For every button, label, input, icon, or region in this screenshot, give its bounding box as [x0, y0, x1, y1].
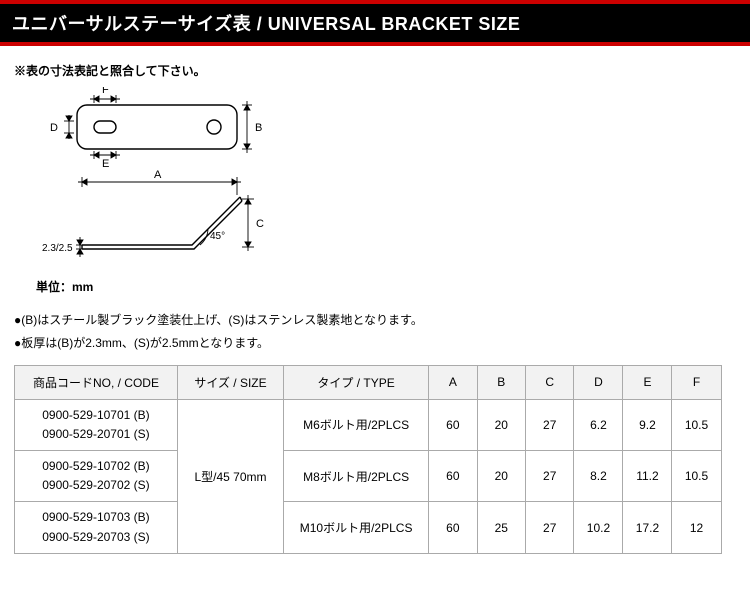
page-title: ユニバーサルステーサイズ表 / UNIVERSAL BRACKET SIZE [0, 4, 750, 42]
th-code: 商品コードNO, / CODE [15, 365, 178, 399]
code-b: 0900-529-10703 (B) [19, 508, 173, 527]
cell-D: 10.2 [574, 502, 623, 553]
cell-A: 60 [429, 450, 477, 501]
code-s: 0900-529-20701 (S) [19, 425, 173, 444]
label-thickness: 2.3/2.5 [42, 243, 73, 254]
label-F: F [102, 87, 109, 96]
cell-C: 27 [526, 399, 574, 450]
table-row: 0900-529-10701 (B) 0900-529-20701 (S) L型… [15, 399, 722, 450]
cell-F: 12 [672, 502, 721, 553]
cell-C: 27 [526, 450, 574, 501]
cell-code: 0900-529-10701 (B) 0900-529-20701 (S) [15, 399, 178, 450]
cell-B: 25 [477, 502, 525, 553]
cell-E: 9.2 [623, 399, 672, 450]
cell-B: 20 [477, 450, 525, 501]
label-D: D [50, 122, 58, 134]
cell-F: 10.5 [672, 399, 721, 450]
cell-D: 8.2 [574, 450, 623, 501]
table-row: 0900-529-10703 (B) 0900-529-20703 (S) M1… [15, 502, 722, 553]
note-line-2: ●板厚は(B)が2.3mm、(S)が2.5mmとなります。 [14, 332, 736, 355]
code-s: 0900-529-20702 (S) [19, 476, 173, 495]
cell-type: M8ボルト用/2PLCS [284, 450, 429, 501]
th-type: タイプ / TYPE [284, 365, 429, 399]
bracket-diagram: F B D E [42, 87, 736, 270]
cell-F: 10.5 [672, 450, 721, 501]
th-size: サイズ / SIZE [177, 365, 283, 399]
th-A: A [429, 365, 477, 399]
cell-E: 11.2 [623, 450, 672, 501]
cell-B: 20 [477, 399, 525, 450]
code-b: 0900-529-10702 (B) [19, 457, 173, 476]
cell-A: 60 [429, 502, 477, 553]
label-E: E [102, 158, 109, 170]
cell-C: 27 [526, 502, 574, 553]
code-s: 0900-529-20703 (S) [19, 528, 173, 547]
th-F: F [672, 365, 721, 399]
th-C: C [526, 365, 574, 399]
code-b: 0900-529-10701 (B) [19, 406, 173, 425]
spec-table: 商品コードNO, / CODE サイズ / SIZE タイプ / TYPE A … [14, 365, 722, 554]
table-header-row: 商品コードNO, / CODE サイズ / SIZE タイプ / TYPE A … [15, 365, 722, 399]
unit-label: 単位：mm [36, 278, 736, 295]
cell-type: M6ボルト用/2PLCS [284, 399, 429, 450]
th-D: D [574, 365, 623, 399]
table-row: 0900-529-10702 (B) 0900-529-20702 (S) M8… [15, 450, 722, 501]
diagram-caption: ※表の寸法表記と照合して下さい。 [14, 62, 736, 79]
label-A: A [154, 169, 162, 181]
label-B: B [255, 122, 262, 134]
cell-E: 17.2 [623, 502, 672, 553]
diagram-svg: F B D E [42, 87, 292, 267]
cell-type: M10ボルト用/2PLCS [284, 502, 429, 553]
cell-code: 0900-529-10702 (B) 0900-529-20702 (S) [15, 450, 178, 501]
label-angle: 45° [210, 231, 225, 242]
notes: ●(B)はスチール製ブラック塗装仕上げ、(S)はステンレス製素地となります。 ●… [14, 309, 736, 355]
th-E: E [623, 365, 672, 399]
th-B: B [477, 365, 525, 399]
label-C: C [256, 218, 264, 230]
cell-size-shared: L型/45 70mm [177, 399, 283, 553]
cell-A: 60 [429, 399, 477, 450]
cell-D: 6.2 [574, 399, 623, 450]
content-area: ※表の寸法表記と照合して下さい。 F [0, 46, 750, 574]
note-line-1: ●(B)はスチール製ブラック塗装仕上げ、(S)はステンレス製素地となります。 [14, 309, 736, 332]
cell-code: 0900-529-10703 (B) 0900-529-20703 (S) [15, 502, 178, 553]
